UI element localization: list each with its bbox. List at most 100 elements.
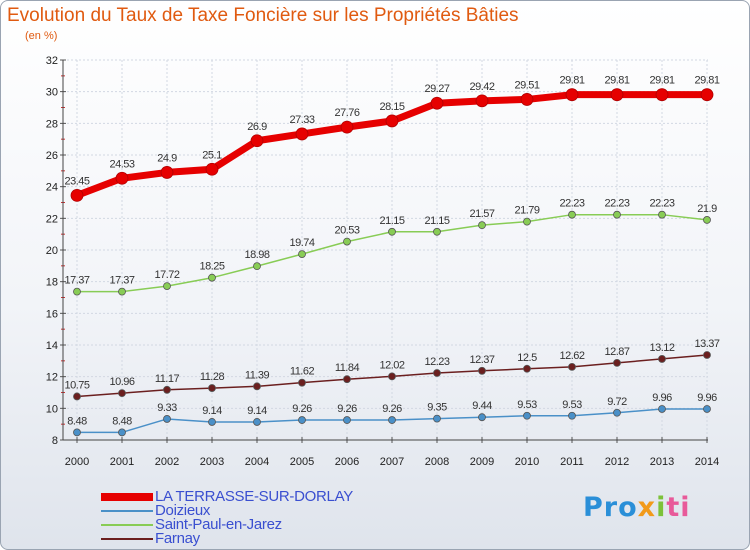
data-point [388,372,396,381]
data-label: 17.37 [109,275,134,287]
data-point [703,216,711,224]
data-point [253,262,261,271]
data-point [568,210,576,219]
data-label: 11.84 [335,362,360,374]
x-tick-label: 2007 [380,456,404,468]
series-layer [70,88,714,437]
data-label: 22.23 [604,198,629,210]
data-label: 8.48 [112,415,132,427]
data-label: 23.45 [64,175,89,187]
data-label: 26.9 [247,121,267,133]
data-point [118,428,126,437]
data-label: 18.98 [244,249,269,261]
data-point [658,405,666,413]
data-label: 12.02 [379,359,404,371]
y-tick-label: 24 [46,182,58,194]
legend-label: Saint-Paul-en-Jarez [155,516,282,533]
data-label: 11.39 [245,369,270,381]
data-point [658,210,666,219]
data-point [160,166,174,179]
data-label: 9.53 [562,399,582,411]
axis-layer: 8 10 12 14 16 18 20 22 24 26 28 30 32 2000 2001 2002 200… [46,55,719,468]
data-point [343,375,351,384]
data-label: 29.81 [604,75,629,87]
x-tick-label: 2010 [515,456,539,468]
data-point [475,94,489,108]
legend-swatch [101,524,153,526]
data-point [70,188,84,202]
data-point [343,416,351,424]
data-point [523,217,531,226]
data-point [478,221,486,230]
data-label-layer: 8.48 8.48 9.33 9.14 9.14 9.26 9.26 9.26 9.35 9.44… [64,75,720,428]
y-tick-label: 26 [46,150,58,162]
data-point [478,413,486,422]
data-label: 9.26 [382,403,402,415]
data-point [340,120,354,134]
data-label: 12.87 [604,346,629,358]
data-label: 9.14 [247,405,267,417]
data-point [298,416,306,424]
data-point [568,362,576,371]
x-tick-label: 2006 [335,456,359,468]
data-label: 28.15 [379,101,404,113]
data-label: 9.72 [607,396,627,408]
legend-label: Doizieux [155,502,211,519]
data-point [523,364,531,373]
data-label: 9.26 [337,403,357,415]
chart-unit-label: (en %) [25,30,58,42]
data-point [430,96,444,110]
y-tick-label: 18 [46,277,58,289]
data-label: 20.53 [334,225,359,237]
data-point [208,384,216,392]
data-label: 9.26 [292,403,312,415]
data-label: 13.12 [649,342,674,354]
data-label: 11.17 [155,373,180,385]
data-label: 29.81 [649,75,674,87]
data-point [298,250,306,259]
data-point [433,414,441,423]
x-tick-label: 2005 [290,456,314,468]
data-label: 18.25 [199,261,224,273]
data-point [73,392,81,401]
data-label: 29.42 [469,81,494,93]
data-label: 9.96 [697,392,717,404]
y-tick-label: 8 [52,435,58,447]
data-label: 12.62 [559,350,584,362]
data-point [565,88,579,102]
legend-swatch [101,538,153,540]
data-point [163,415,171,423]
y-tick-label: 10 [46,403,58,415]
data-point [298,378,306,387]
data-point [700,88,714,102]
data-point [343,237,351,246]
data-label: 21.9 [697,203,717,215]
x-tick-label: 2012 [605,456,629,468]
data-label: 29.81 [559,75,584,87]
data-point [73,287,81,296]
y-tick-label: 30 [46,87,58,99]
data-point [433,227,441,236]
data-point [163,385,171,394]
x-tick-label: 2011 [560,456,584,468]
data-label: 10.96 [109,376,134,388]
data-label: 11.62 [290,366,315,378]
data-point [208,273,216,282]
data-point [73,428,81,437]
data-point [253,382,261,391]
data-label: 9.35 [427,402,447,414]
x-tick-label: 2004 [245,456,269,468]
y-tick-label: 12 [46,372,58,384]
data-label: 12.37 [469,354,494,366]
data-point [118,389,126,398]
proxiti-logo: Proxiti [583,492,691,523]
data-point [385,114,399,128]
data-point [478,366,486,375]
x-tick-label: 2009 [470,456,494,468]
data-label: 21.57 [469,208,494,220]
data-label: 12.5 [517,352,537,364]
data-label: 9.96 [652,392,672,404]
x-tick-label: 2002 [155,456,179,468]
data-label: 21.79 [514,205,539,217]
x-tick-label: 2014 [695,456,719,468]
